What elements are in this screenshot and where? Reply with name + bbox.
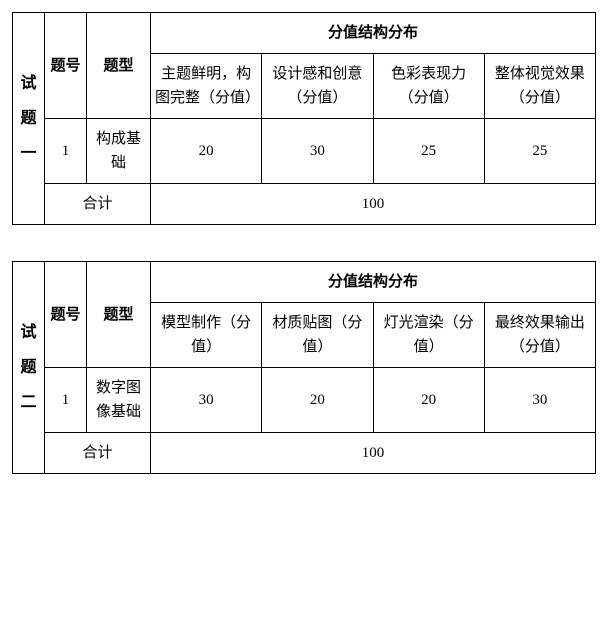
total-label: 合计 <box>45 184 151 225</box>
col-type-header: 题型 <box>87 13 151 119</box>
group-header: 分值结构分布 <box>151 262 596 303</box>
criterion: 灯光渲染（分值） <box>373 303 484 368</box>
score-cell: 30 <box>151 368 262 433</box>
group-header: 分值结构分布 <box>151 13 596 54</box>
row-type: 数字图像基础 <box>87 368 151 433</box>
col-type-header: 题型 <box>87 262 151 368</box>
side-label: 试题二 <box>13 262 45 474</box>
score-cell: 30 <box>262 119 373 184</box>
score-cell: 25 <box>484 119 595 184</box>
total-value: 100 <box>151 433 596 474</box>
row-num: 1 <box>45 368 87 433</box>
table-row: 1 构成基础 20 30 25 25 <box>13 119 596 184</box>
total-value: 100 <box>151 184 596 225</box>
row-num: 1 <box>45 119 87 184</box>
score-cell: 20 <box>151 119 262 184</box>
score-table-2: 试题二 题号 题型 分值结构分布 模型制作（分值） 材质贴图（分值） 灯光渲染（… <box>12 261 596 474</box>
criterion: 模型制作（分值） <box>151 303 262 368</box>
criterion: 设计感和创意（分值） <box>262 54 373 119</box>
criterion: 主题鲜明，构图完整（分值） <box>151 54 262 119</box>
criterion: 材质贴图（分值） <box>262 303 373 368</box>
criterion: 色彩表现力（分值） <box>373 54 484 119</box>
score-table-1: 试题一 题号 题型 分值结构分布 主题鲜明，构图完整（分值） 设计感和创意（分值… <box>12 12 596 225</box>
criterion: 最终效果输出（分值） <box>484 303 595 368</box>
score-cell: 20 <box>262 368 373 433</box>
col-num-header: 题号 <box>45 262 87 368</box>
score-cell: 20 <box>373 368 484 433</box>
table-row: 1 数字图像基础 30 20 20 30 <box>13 368 596 433</box>
score-cell: 25 <box>373 119 484 184</box>
score-cell: 30 <box>484 368 595 433</box>
col-num-header: 题号 <box>45 13 87 119</box>
row-type: 构成基础 <box>87 119 151 184</box>
criterion: 整体视觉效果（分值） <box>484 54 595 119</box>
side-label: 试题一 <box>13 13 45 225</box>
total-label: 合计 <box>45 433 151 474</box>
